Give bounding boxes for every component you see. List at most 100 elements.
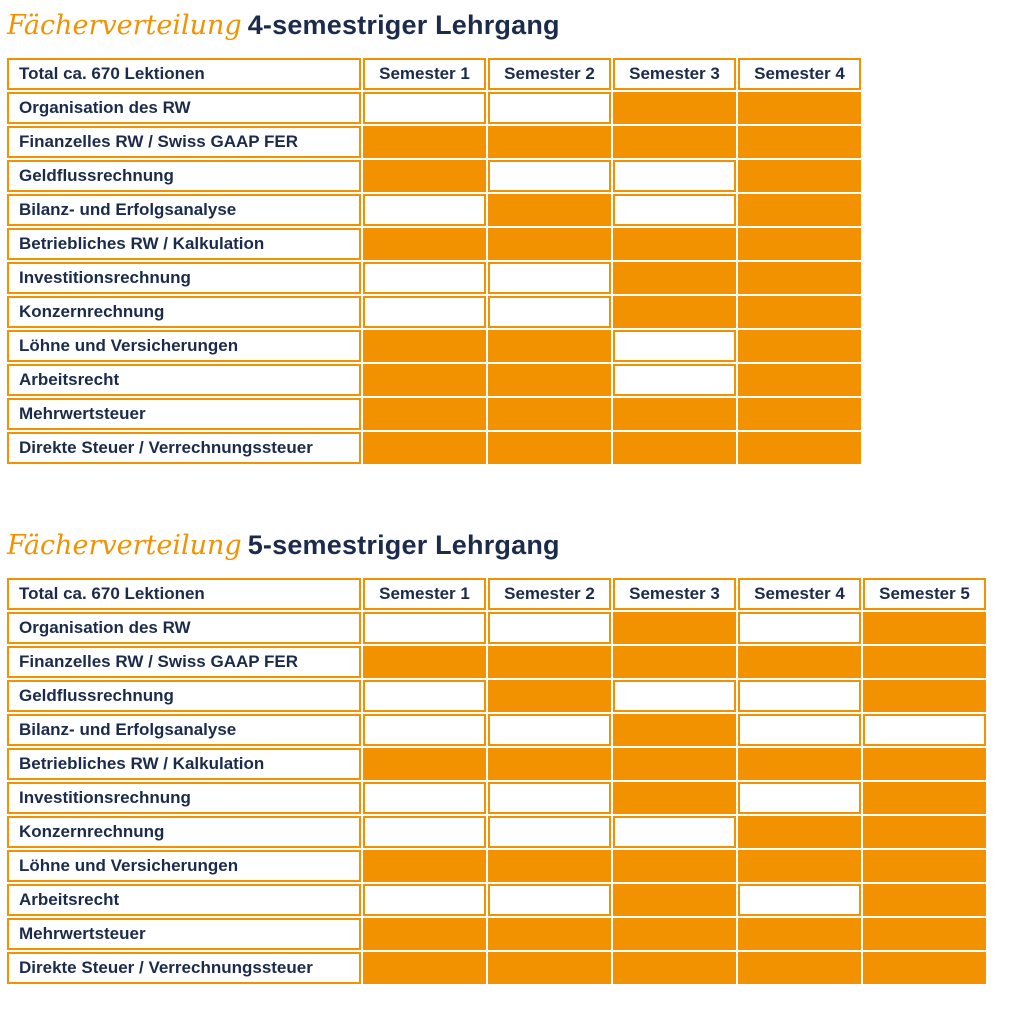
subject-label: Investitionsrechnung bbox=[7, 262, 361, 294]
semester-cell-filled bbox=[613, 612, 736, 644]
semester-cell-empty bbox=[613, 816, 736, 848]
subject-label: Investitionsrechnung bbox=[7, 782, 361, 814]
semester-cell-empty bbox=[738, 884, 861, 916]
table-row: Organisation des RW bbox=[7, 612, 986, 644]
semester-cell-filled bbox=[863, 612, 986, 644]
semester-cell-filled bbox=[738, 748, 861, 780]
semester-cell-filled bbox=[363, 364, 486, 396]
semester-cell-empty bbox=[363, 296, 486, 328]
section-title-4-semester: Fächerverteilung 4-semestriger Lehrgang bbox=[7, 8, 1013, 43]
semester-cell-filled bbox=[863, 646, 986, 678]
semester-cell-empty bbox=[738, 782, 861, 814]
semester-table-4: Total ca. 670 Lektionen Semester 1 Semeste… bbox=[5, 56, 863, 466]
subject-label: Mehrwertsteuer bbox=[7, 398, 361, 430]
semester-cell-filled bbox=[363, 126, 486, 158]
semester-cell-filled bbox=[613, 884, 736, 916]
section-4-semester-lehrgang: Fächerverteilung 4-semestriger Lehrgang T… bbox=[5, 8, 1015, 466]
semester-cell-empty bbox=[613, 680, 736, 712]
subject-label: Bilanz- und Erfolgsanalyse bbox=[7, 714, 361, 746]
semester-cell-empty bbox=[863, 714, 986, 746]
table-header-semester-3: Semester 3 bbox=[613, 578, 736, 610]
semester-cell-filled bbox=[488, 646, 611, 678]
table-row: Organisation des RW bbox=[7, 92, 861, 124]
semester-cell-filled bbox=[613, 748, 736, 780]
semester-cell-filled bbox=[488, 398, 611, 430]
table-header-row: Total ca. 670 Lektionen Semester 1 Semeste… bbox=[7, 578, 986, 610]
table-header-semester-1: Semester 1 bbox=[363, 58, 486, 90]
table-row: Arbeitsrecht bbox=[7, 364, 861, 396]
semester-cell-filled bbox=[613, 850, 736, 882]
semester-cell-empty bbox=[363, 884, 486, 916]
title-lehrgang-5: 5-semestriger Lehrgang bbox=[247, 530, 560, 560]
semester-cell-filled bbox=[738, 364, 861, 396]
semester-cell-filled bbox=[738, 952, 861, 984]
title-lehrgang-4: 4-semestriger Lehrgang bbox=[247, 10, 560, 40]
semester-cell-filled bbox=[738, 228, 861, 260]
semester-cell-filled bbox=[738, 296, 861, 328]
subject-label: Bilanz- und Erfolgsanalyse bbox=[7, 194, 361, 226]
semester-cell-empty bbox=[613, 160, 736, 192]
subject-label: Betriebliches RW / Kalkulation bbox=[7, 228, 361, 260]
subject-label: Organisation des RW bbox=[7, 612, 361, 644]
table-header-semester-4: Semester 4 bbox=[738, 58, 861, 90]
semester-cell-filled bbox=[488, 952, 611, 984]
semester-cell-empty bbox=[738, 680, 861, 712]
table-row: Konzernrechnung bbox=[7, 816, 986, 848]
semester-cell-filled bbox=[863, 952, 986, 984]
subject-label: Löhne und Versicherungen bbox=[7, 850, 361, 882]
table-header-semester-2: Semester 2 bbox=[488, 58, 611, 90]
semester-cell-empty bbox=[738, 714, 861, 746]
table-row: Löhne und Versicherungen bbox=[7, 330, 861, 362]
semester-cell-empty bbox=[488, 612, 611, 644]
semester-cell-empty bbox=[488, 782, 611, 814]
semester-cell-filled bbox=[738, 816, 861, 848]
semester-cell-filled bbox=[738, 398, 861, 430]
semester-cell-filled bbox=[738, 918, 861, 950]
subject-label: Konzernrechnung bbox=[7, 296, 361, 328]
semester-cell-filled bbox=[863, 884, 986, 916]
semester-cell-filled bbox=[738, 262, 861, 294]
semester-cell-filled bbox=[488, 194, 611, 226]
subject-label: Geldflussrechnung bbox=[7, 160, 361, 192]
semester-cell-empty bbox=[613, 330, 736, 362]
semester-cell-filled bbox=[488, 432, 611, 464]
table-row: Bilanz- und Erfolgsanalyse bbox=[7, 194, 861, 226]
semester-cell-empty bbox=[738, 612, 861, 644]
table-row: Finanzelles RW / Swiss GAAP FER bbox=[7, 646, 986, 678]
subject-label: Geldflussrechnung bbox=[7, 680, 361, 712]
semester-cell-filled bbox=[363, 330, 486, 362]
table-row: Geldflussrechnung bbox=[7, 680, 986, 712]
semester-cell-filled bbox=[363, 646, 486, 678]
semester-cell-filled bbox=[613, 92, 736, 124]
table-row: Investitionsrechnung bbox=[7, 262, 861, 294]
semester-cell-empty bbox=[363, 680, 486, 712]
table-row: Geldflussrechnung bbox=[7, 160, 861, 192]
semester-cell-empty bbox=[488, 160, 611, 192]
semester-cell-filled bbox=[863, 850, 986, 882]
semester-cell-filled bbox=[738, 194, 861, 226]
semester-cell-filled bbox=[363, 850, 486, 882]
semester-cell-filled bbox=[738, 330, 861, 362]
semester-cell-filled bbox=[863, 816, 986, 848]
title-faecherverteilung: Fächerverteilung bbox=[7, 530, 242, 561]
table-header-total-lektionen: Total ca. 670 Lektionen bbox=[7, 578, 361, 610]
semester-cell-filled bbox=[613, 714, 736, 746]
semester-cell-filled bbox=[363, 398, 486, 430]
semester-cell-empty bbox=[613, 364, 736, 396]
subject-label: Mehrwertsteuer bbox=[7, 918, 361, 950]
semester-cell-filled bbox=[363, 918, 486, 950]
semester-cell-empty bbox=[363, 92, 486, 124]
semester-cell-empty bbox=[363, 782, 486, 814]
semester-cell-empty bbox=[488, 884, 611, 916]
semester-cell-filled bbox=[613, 782, 736, 814]
semester-cell-empty bbox=[363, 612, 486, 644]
table-row: Betriebliches RW / Kalkulation bbox=[7, 228, 861, 260]
table-row: Mehrwertsteuer bbox=[7, 398, 861, 430]
semester-cell-filled bbox=[613, 918, 736, 950]
semester-cell-filled bbox=[488, 918, 611, 950]
subject-label: Direkte Steuer / Verrechnungssteuer bbox=[7, 952, 361, 984]
table-header-semester-4: Semester 4 bbox=[738, 578, 861, 610]
semester-cell-filled bbox=[488, 680, 611, 712]
semester-cell-filled bbox=[738, 432, 861, 464]
subject-label: Löhne und Versicherungen bbox=[7, 330, 361, 362]
